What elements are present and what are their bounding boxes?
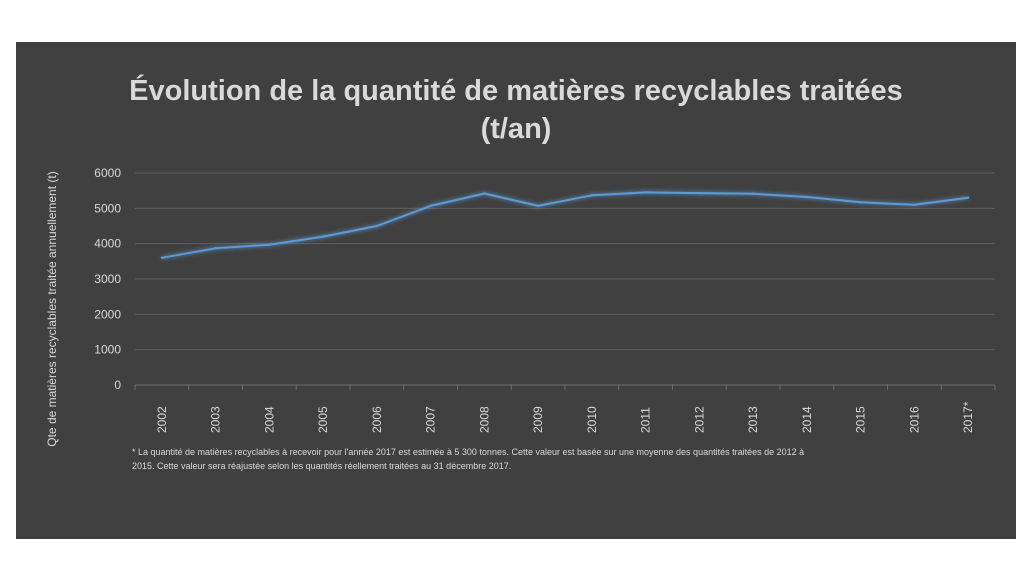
x-tick-label: 2017* (961, 401, 975, 433)
chart-title: Évolution de la quantité de matières rec… (16, 72, 1016, 148)
x-tick-label: 2009 (531, 406, 545, 433)
data-point (805, 195, 809, 199)
data-point (644, 191, 647, 194)
data-point (214, 247, 217, 250)
x-tick-label: 2015 (854, 406, 868, 433)
data-point (375, 224, 379, 228)
chart-footnote: * La quantité de matières recyclables à … (132, 445, 962, 473)
y-tick-label: 1000 (94, 343, 121, 357)
line-chart: 0 1000 2000 3000 4000 5000 6000 2002 2003 2004 200… (45, 166, 996, 447)
data-point (429, 204, 432, 208)
data-point (536, 204, 540, 208)
data-point (698, 191, 701, 195)
chart-title-line-1: Évolution de la quantité de matières rec… (129, 75, 903, 107)
data-point (859, 201, 862, 204)
y-tick-label: 5000 (94, 201, 121, 215)
x-tick-label: 2014 (800, 406, 814, 433)
data-point (483, 192, 486, 195)
y-tick-label: 4000 (94, 237, 121, 251)
chart-slide: Évolution de la quantité de matières rec… (16, 42, 1016, 539)
x-tick-label: 2007 (424, 406, 438, 433)
footnote-line-2: 2015. Cette valeur sera réajustée selon … (132, 461, 512, 471)
data-point (751, 192, 755, 196)
x-tick-label: 2002 (155, 406, 169, 433)
y-tick-label: 3000 (94, 272, 121, 286)
data-point (321, 235, 325, 238)
x-tick-label: 2008 (477, 406, 491, 433)
x-tick-label: 2013 (746, 406, 760, 433)
data-point (160, 256, 164, 259)
x-tick-label: 2005 (316, 406, 330, 433)
y-tick-label: 2000 (94, 307, 121, 321)
chart-title-line-2: (t/an) (480, 113, 552, 145)
x-tick-label: 2003 (209, 406, 223, 433)
y-axis-label: Qte de matières recyclables traitée annu… (45, 171, 59, 446)
data-point (268, 243, 271, 246)
y-tick-label: 0 (114, 378, 121, 392)
x-tick-label: 2010 (585, 406, 599, 433)
x-tick-label: 2004 (262, 406, 276, 433)
x-tick-label: 2006 (370, 406, 384, 433)
data-point (913, 203, 916, 206)
series-line (161, 191, 969, 259)
data-point (590, 194, 594, 197)
x-tick-label: 2016 (907, 406, 921, 433)
footnote-line-1: * La quantité de matières recyclables à … (132, 447, 805, 457)
x-tick-label: 2012 (692, 406, 706, 433)
data-point (966, 196, 970, 199)
x-tick-label: 2011 (639, 407, 653, 433)
y-tick-label: 6000 (94, 166, 121, 180)
